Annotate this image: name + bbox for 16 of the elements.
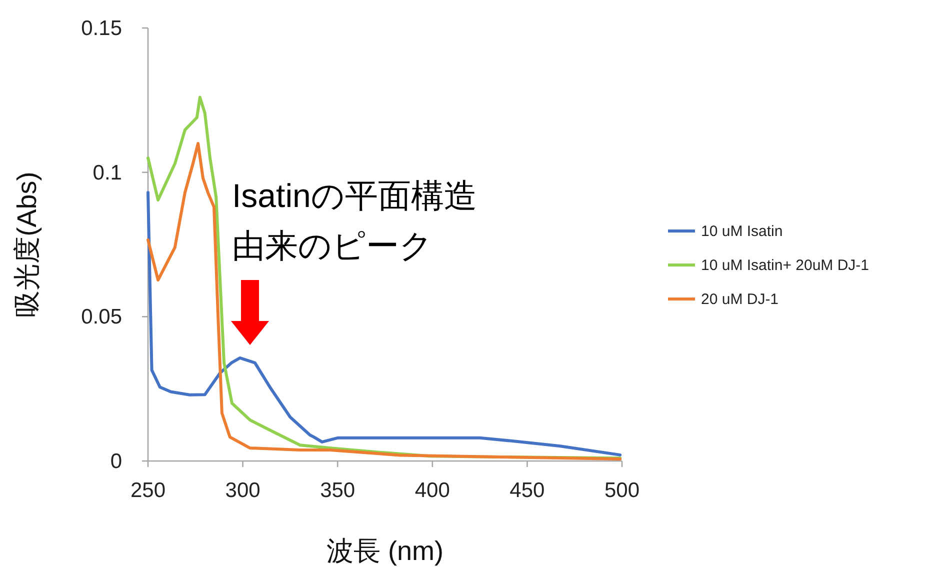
- legend-label: 20 uM DJ-1: [701, 291, 779, 308]
- x-tick-label: 350: [320, 479, 356, 502]
- y-axis-title: 吸光度(Abs): [12, 172, 42, 318]
- legend-label: 10 uM Isatin: [701, 223, 783, 240]
- x-axis-title: 波長 (nm): [326, 536, 444, 566]
- x-tick-label: 250: [130, 479, 166, 502]
- y-tick-label: 0.05: [81, 306, 122, 329]
- y-tick-label: 0.1: [92, 161, 122, 184]
- annotation: Isatinの平面構造由来のピーク: [232, 177, 477, 264]
- x-tick-label: 300: [225, 479, 260, 502]
- x-tick-label: 400: [414, 479, 450, 502]
- x-tick-label: 500: [604, 479, 640, 502]
- y-tick-label: 0.15: [81, 17, 122, 40]
- y-tick-label: 0: [110, 450, 122, 473]
- legend-label: 10 uM Isatin+ 20uM DJ-1: [701, 257, 869, 274]
- x-tick-label: 450: [510, 479, 545, 502]
